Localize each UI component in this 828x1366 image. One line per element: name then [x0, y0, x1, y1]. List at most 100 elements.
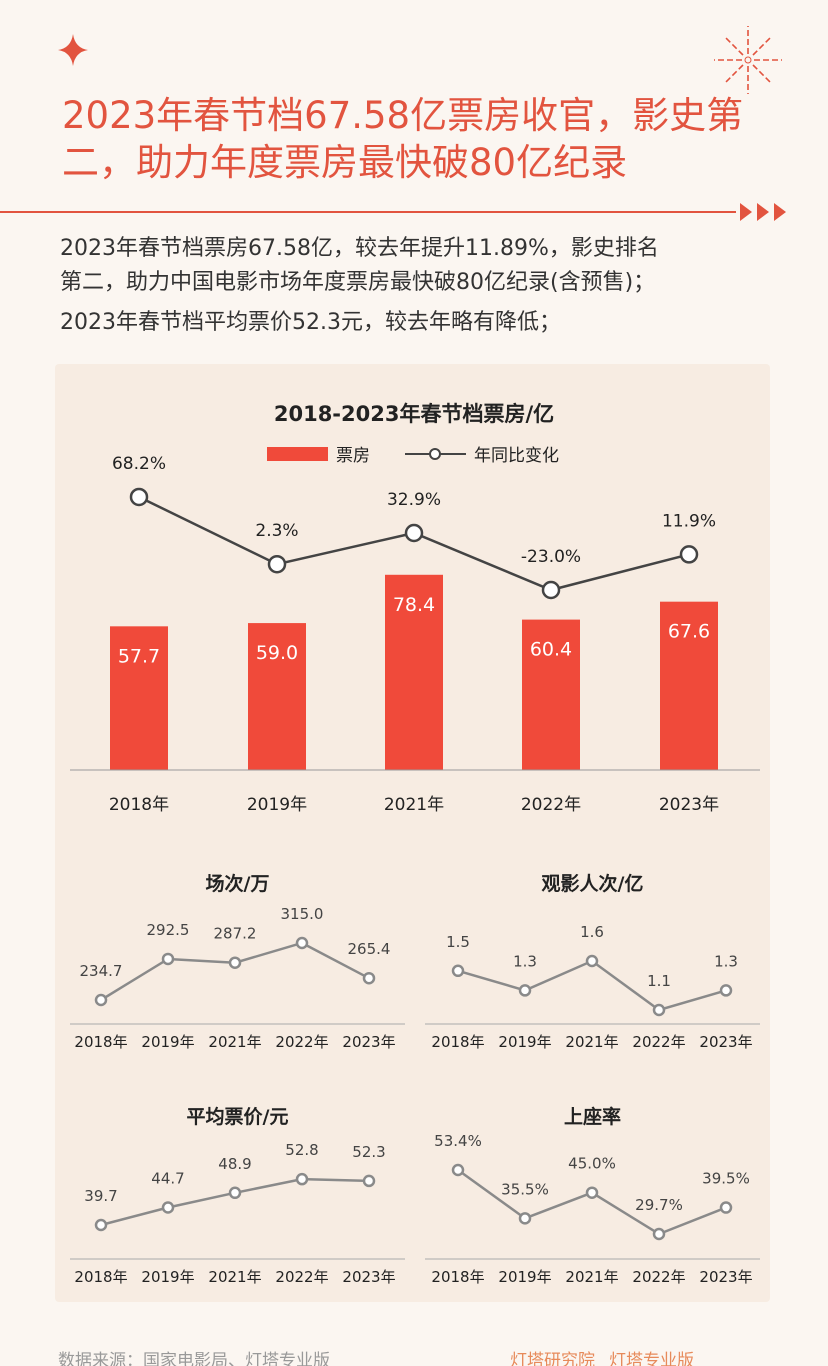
bar — [385, 574, 443, 770]
data-point — [451, 1163, 465, 1177]
x-tick-label: 2019年 — [498, 1268, 551, 1286]
bar — [522, 619, 580, 770]
yoy-label: -23.0% — [521, 547, 581, 567]
data-label: 1.3 — [714, 952, 738, 970]
data-point — [362, 1174, 376, 1188]
data-point — [295, 1172, 309, 1186]
data-point — [161, 952, 175, 966]
x-tick-label: 2023年 — [699, 1033, 752, 1051]
x-tick-label: 2022年 — [632, 1033, 685, 1051]
yoy-label: 11.9% — [662, 511, 716, 531]
yoy-point — [404, 523, 424, 543]
series-line — [100, 1177, 370, 1227]
data-label: 44.7 — [151, 1170, 184, 1188]
legend-label-line: 年同比变化 — [474, 446, 559, 466]
data-point — [652, 1227, 666, 1241]
data-point — [518, 984, 532, 997]
x-tick-label: 2018年 — [74, 1033, 127, 1051]
x-tick-label: 2021年 — [565, 1033, 618, 1051]
data-label: 1.6 — [580, 923, 604, 941]
chart-title: 2018-2023年春节档票房/亿 — [274, 402, 554, 426]
x-tick-label: 2022年 — [275, 1268, 328, 1286]
page-title: 2023年春节档67.58亿票房收官，影史第 二，助力年度票房最快破80亿纪录 — [62, 92, 782, 186]
x-tick-label: 2019年 — [141, 1033, 194, 1051]
yoy-point — [541, 580, 561, 600]
logo-pro: 灯塔专业版 — [609, 1351, 694, 1366]
sparkle-icon — [58, 34, 88, 66]
intro-line: 2023年春节档平均票价52.3元，较去年略有降低； — [60, 310, 561, 335]
divider-arrows — [0, 203, 786, 221]
intro-text: 2023年春节档票房67.58亿，较去年提升11.89%，影史排名 第二，助力中… — [60, 232, 800, 340]
x-tick-label: 2019年 — [141, 1268, 194, 1286]
bar-value-label: 60.4 — [530, 639, 572, 661]
data-point — [518, 1212, 532, 1225]
small-chart-title: 上座率 — [564, 1105, 621, 1128]
data-label: 292.5 — [147, 921, 190, 939]
logos: 灯塔研究院 灯塔专业版 — [510, 1346, 694, 1366]
data-label: 265.4 — [348, 940, 391, 958]
series-line — [457, 959, 727, 1012]
data-label: 52.8 — [285, 1141, 318, 1159]
data-source: 数据来源：国家电影局、灯塔专业版 — [58, 1351, 330, 1366]
firework-icon — [714, 26, 782, 94]
legend-label-bar: 票房 — [336, 446, 370, 466]
x-tick-label: 2019年 — [247, 795, 307, 815]
data-point — [719, 984, 733, 997]
data-point — [451, 964, 465, 978]
yoy-label: 2.3% — [255, 521, 298, 541]
data-point — [585, 1186, 599, 1199]
x-tick-label: 2018年 — [431, 1033, 484, 1051]
x-tick-label: 2019年 — [498, 1033, 551, 1051]
bar-value-label: 57.7 — [118, 645, 160, 667]
x-tick-label: 2022年 — [632, 1268, 685, 1286]
yoy-label: 68.2% — [112, 454, 166, 474]
data-label: 45.0% — [568, 1155, 616, 1173]
data-label: 1.1 — [647, 972, 671, 990]
logo-research: 灯塔研究院 — [510, 1351, 595, 1366]
data-label: 287.2 — [214, 925, 257, 943]
bar — [660, 601, 718, 770]
data-label: 1.5 — [446, 933, 470, 951]
x-tick-label: 2022年 — [521, 795, 581, 815]
data-point — [228, 956, 242, 969]
title-line: 二，助力年度票房最快破80亿纪录 — [62, 141, 628, 184]
x-tick-label: 2018年 — [109, 795, 169, 815]
x-tick-label: 2018年 — [74, 1268, 127, 1286]
data-point — [652, 1003, 666, 1017]
data-label: 234.7 — [80, 962, 123, 980]
x-tick-label: 2018年 — [431, 1268, 484, 1286]
bar-value-label: 59.0 — [256, 642, 298, 664]
data-label: 35.5% — [501, 1180, 549, 1198]
data-label: 52.3 — [352, 1143, 385, 1161]
data-label: 48.9 — [218, 1155, 251, 1173]
x-tick-label: 2021年 — [565, 1268, 618, 1286]
data-point — [94, 1218, 108, 1232]
data-label: 39.5% — [702, 1170, 750, 1188]
x-tick-label: 2023年 — [699, 1268, 752, 1286]
small-chart-title: 平均票价/元 — [187, 1105, 289, 1128]
data-point — [719, 1201, 733, 1214]
data-label: 315.0 — [281, 905, 324, 923]
x-tick-label: 2023年 — [342, 1268, 395, 1286]
data-point — [228, 1186, 242, 1200]
data-label: 39.7 — [84, 1187, 117, 1205]
intro-line: 2023年春节档票房67.58亿，较去年提升11.89%，影史排名 — [60, 236, 659, 261]
small-chart-title: 观影人次/亿 — [542, 872, 644, 895]
legend-bar-swatch — [267, 447, 328, 461]
legend-line-marker — [429, 448, 441, 460]
x-tick-label: 2021年 — [208, 1268, 261, 1286]
x-tick-label: 2021年 — [384, 795, 444, 815]
data-point — [94, 993, 108, 1007]
bar-value-label: 67.6 — [668, 621, 710, 643]
data-label: 1.3 — [513, 952, 537, 970]
x-tick-label: 2022年 — [275, 1033, 328, 1051]
data-point — [362, 971, 376, 985]
bar — [110, 626, 168, 770]
yoy-point — [679, 545, 699, 564]
data-label: 53.4% — [434, 1132, 482, 1150]
x-tick-label: 2023年 — [342, 1033, 395, 1051]
series-line — [457, 1168, 727, 1236]
data-label: 29.7% — [635, 1196, 683, 1214]
